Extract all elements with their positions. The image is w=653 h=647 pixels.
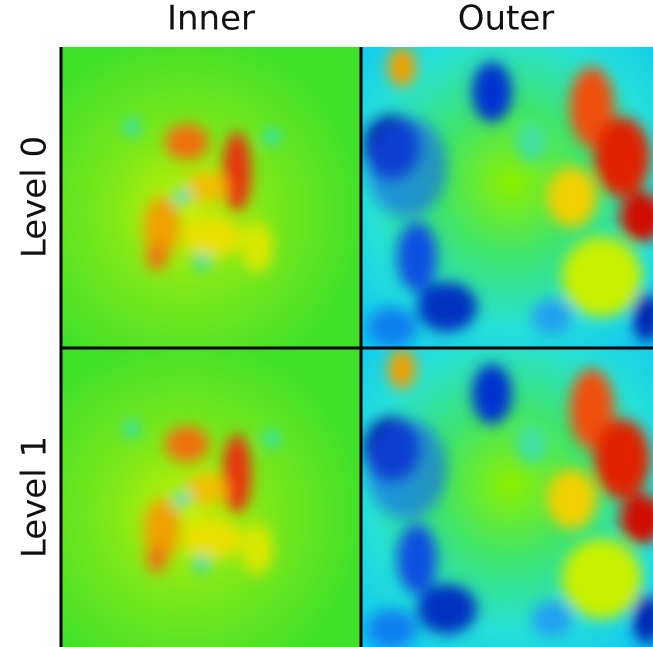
heatmap-panel (362, 349, 653, 647)
heatmap-panel (62, 349, 360, 647)
heatmap-panel (62, 47, 360, 347)
row-label: Level 1 (15, 436, 55, 558)
row-label: Level 0 (15, 136, 55, 258)
heatmap-panel (362, 47, 653, 347)
column-label: Inner (167, 0, 255, 39)
column-label: Outer (458, 0, 555, 39)
